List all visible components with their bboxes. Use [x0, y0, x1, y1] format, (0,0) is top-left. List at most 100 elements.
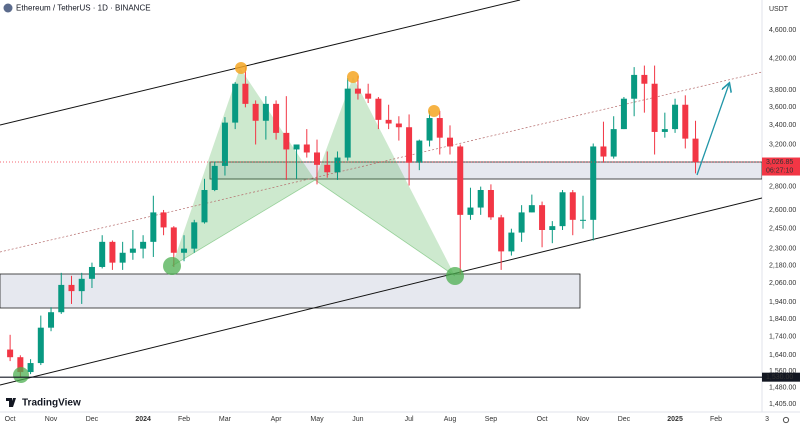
brand-name: TradingView [22, 398, 81, 409]
x-tick-label: Feb [178, 416, 190, 423]
candle-body [600, 146, 607, 157]
candle-body [692, 138, 699, 163]
candle-body [344, 88, 351, 158]
y-tick-label: 2,600.00 [769, 207, 796, 214]
y-tick-label: 4,200.00 [769, 56, 796, 63]
candle-body [620, 98, 627, 130]
candle-body [129, 248, 136, 253]
x-tick-label: Mar [219, 416, 232, 423]
price-badge-label: 1,530.00 [766, 374, 793, 381]
candle-body [467, 207, 474, 215]
x-tick-label: May [310, 416, 324, 423]
candle-body [375, 98, 382, 120]
y-tick-label: 2,300.00 [769, 245, 796, 252]
x-tick-label: Feb [710, 416, 722, 423]
settings-icon[interactable] [782, 416, 790, 424]
candle-body [682, 104, 689, 139]
pivot-high [235, 62, 247, 74]
candle-body [477, 189, 484, 208]
x-tick-label: Dec [86, 416, 99, 423]
candle-body [99, 241, 106, 267]
support-zone [0, 273, 581, 309]
x-tick-label: Nov [577, 416, 590, 423]
brand: TradingView [6, 398, 81, 409]
candle-body [58, 284, 65, 313]
candle-body [314, 152, 321, 165]
candle-body [457, 146, 464, 215]
candle-body [416, 140, 423, 163]
candle-body [610, 129, 617, 157]
candle-body [354, 88, 361, 94]
candle-body [293, 144, 300, 150]
header: Ethereum / TetherUS · 1D · BINANCE [3, 3, 151, 13]
channel-lower [0, 197, 762, 386]
candle-body [191, 222, 198, 249]
candle-body [426, 118, 433, 141]
candle-body [661, 129, 668, 132]
candle-body [324, 164, 331, 173]
x-tick-label: Dec [618, 416, 631, 423]
channel-mid [0, 71, 762, 253]
y-tick-label: 2,060.00 [769, 280, 796, 287]
candle-body [150, 212, 157, 242]
markers [13, 62, 729, 383]
pivot-low [446, 267, 464, 285]
x-tick-label: Apr [271, 416, 283, 423]
candle-body [232, 83, 239, 123]
y-tick-label: 1,640.00 [769, 352, 796, 359]
candle-body [273, 103, 280, 133]
candle-body [140, 241, 147, 249]
pivot-low [163, 257, 181, 275]
x-tick-label: Sep [485, 416, 498, 423]
y-tick-label: 2,800.00 [769, 183, 796, 190]
y-tick-label: 2,450.00 [769, 226, 796, 233]
candle-body [579, 219, 586, 221]
candle-body [27, 363, 34, 373]
candle-body [631, 74, 638, 99]
x-tick-label: Oct [5, 416, 16, 423]
x-tick-label: 3 [765, 416, 769, 423]
y-tick-label: 1,480.00 [769, 384, 796, 391]
candle-body [487, 189, 494, 218]
candle-body [549, 226, 556, 230]
candle-body [109, 241, 116, 263]
candle-body [119, 252, 126, 263]
y-tick-label: 3,800.00 [769, 87, 796, 94]
candle-body [559, 192, 566, 227]
candle-body [641, 74, 648, 84]
pivot-low [13, 367, 29, 383]
candle-body [590, 146, 597, 220]
x-tick-label: 2024 [135, 416, 151, 423]
y-tick-label: 1,740.00 [769, 333, 796, 340]
x-tick-label: Jun [352, 416, 363, 423]
candle-body [201, 189, 208, 223]
candle-body [78, 278, 85, 292]
y-tick-label: 1,840.00 [769, 316, 796, 323]
candle-body [88, 266, 95, 279]
candle-body [447, 137, 454, 147]
candle-body [252, 103, 259, 121]
candle-body [406, 127, 413, 163]
y-tick-label: 4,600.00 [769, 27, 796, 34]
price-badge-label: 3,026.85 [766, 159, 793, 166]
pivot-high [347, 71, 359, 83]
symbol-icon [3, 3, 13, 13]
projection-arrow [696, 84, 729, 176]
y-tick-label: 3,200.00 [769, 141, 796, 148]
candle-body [48, 312, 55, 328]
x-tick-label: Oct [537, 416, 548, 423]
y-tick-label: 1,940.00 [769, 299, 796, 306]
candle-body [68, 284, 75, 292]
candle-body [569, 192, 576, 220]
candle-body [498, 217, 505, 252]
x-tick-label: 2025 [667, 416, 683, 423]
candle-body [385, 119, 392, 124]
candle-body [365, 93, 372, 99]
candle-body [17, 357, 24, 373]
candle-body [242, 83, 249, 104]
candle-body [283, 132, 290, 150]
candle-body [170, 227, 177, 253]
x-tick-label: Nov [45, 416, 58, 423]
